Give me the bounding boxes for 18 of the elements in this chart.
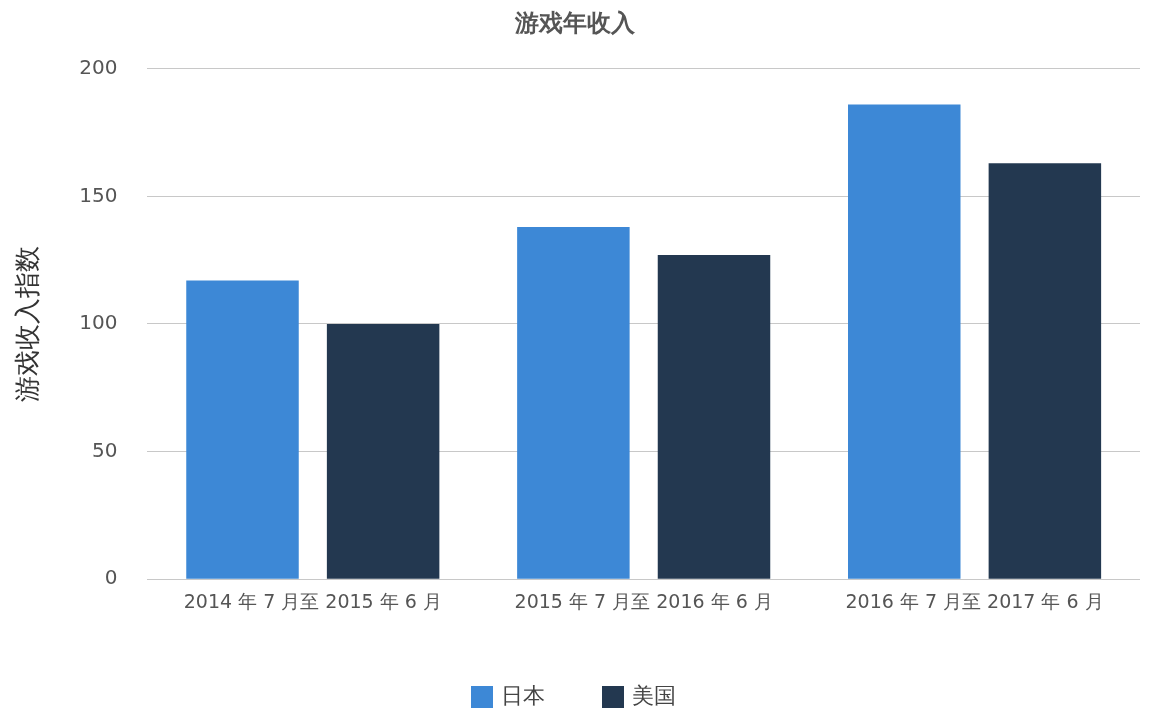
legend-label: 日本 [501, 682, 545, 708]
legend-label: 美国 [632, 682, 676, 708]
y-tick-label: 0 [104, 565, 118, 590]
y-tick-label: 100 [79, 310, 118, 335]
x-tick-label: 2015 年 7 月至 2016 年 6 月 [514, 589, 773, 612]
bar [517, 227, 630, 579]
bar [988, 163, 1102, 579]
y-tick-label: 150 [79, 182, 118, 207]
y-tick-label: 200 [79, 55, 118, 79]
chart-title: 游戏年收入 [514, 8, 636, 37]
y-tick-label: 50 [91, 437, 118, 462]
bar [186, 280, 299, 579]
x-tick-label: 2016 年 7 月至 2017 年 6 月 [845, 589, 1104, 612]
x-tick-label: 2014 年 7 月至 2015 年 6 月 [183, 589, 442, 612]
y-axis-title: 游戏收入指数 [12, 246, 43, 402]
bar [848, 104, 961, 579]
bar [657, 255, 771, 579]
bar [326, 324, 440, 579]
